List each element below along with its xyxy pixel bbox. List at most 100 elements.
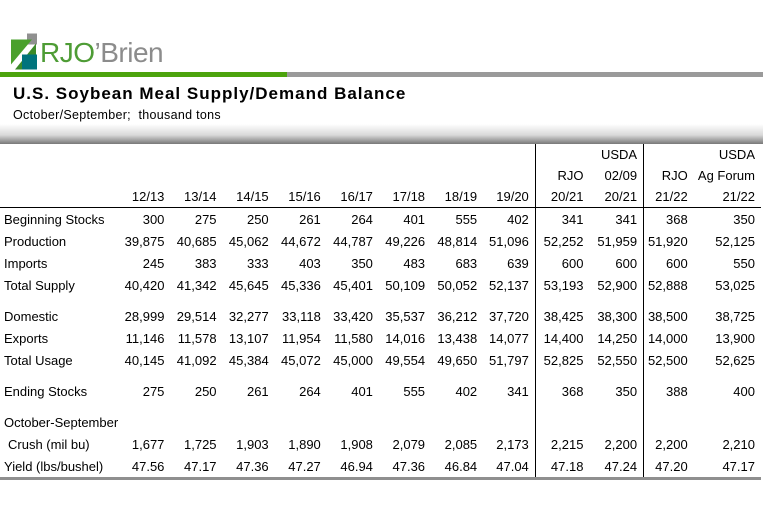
value-cell: 38,725 (715, 308, 755, 324)
table-row: Beginning Stocks 300 275 250 261 264 401 555 402… (0, 207, 761, 230)
value-cell: 383 (194, 255, 217, 271)
brand-wordmark-brien: ’Brien (94, 37, 164, 68)
value-cell: 47.17 (722, 458, 755, 474)
value-cell: 52,125 (715, 233, 755, 249)
spacer-cell (694, 371, 761, 380)
spacer-cell (483, 371, 535, 380)
spacer-cell (275, 296, 327, 305)
value-cell (534, 411, 590, 433)
value-cell: 1,908 (340, 436, 373, 452)
value-cell: 341 (507, 383, 529, 399)
value-cell: 33,118 (282, 308, 321, 324)
value-cell: 600 (534, 252, 590, 274)
value-cell: 402 (455, 383, 478, 399)
page-title: U.S. Soybean Meal Supply/Demand Balance (13, 84, 407, 103)
header-cell: 21/22 (693, 186, 761, 208)
spacer-cell (275, 402, 327, 411)
value-cell: 45,336 (281, 277, 321, 293)
spacer-cell (431, 296, 483, 305)
supply-demand-table: USDA USDA RJO 02/09 RJO Ag Forum 12/13 13/14 14/… (0, 144, 761, 480)
value-cell: 44,672 (281, 233, 321, 249)
table-row: Imports 245 383 333 403 350 483 683 639 600 600 600… (0, 252, 761, 274)
header-cell (379, 165, 431, 186)
header-label-cell (0, 144, 118, 165)
value-cell: 51,920 (643, 230, 694, 252)
value-cell: 250 (194, 383, 217, 399)
table-row: Total Usage 40,145 41,092 45,384 45,072 45,00… (0, 349, 761, 371)
value-cell (223, 411, 275, 433)
spacer-row (0, 296, 761, 305)
value-cell: 37,720 (489, 308, 529, 324)
value-cell: 250 (246, 211, 269, 227)
value-cell (170, 411, 222, 433)
brand-wordmark-rjo: RJO (40, 37, 95, 68)
value-cell: 683 (455, 255, 478, 271)
value-cell: 483 (403, 255, 426, 271)
header-cell (275, 144, 327, 165)
header-cell: RJO (643, 165, 694, 186)
header-cell: 02/09 (604, 168, 638, 183)
spacer-cell (170, 296, 222, 305)
value-cell: 2,173 (496, 436, 529, 452)
spacer-row (0, 402, 761, 411)
value-cell: 275 (194, 211, 217, 227)
value-cell: 45,000 (333, 352, 373, 368)
value-cell: 38,425 (534, 305, 590, 327)
header-cell (379, 144, 431, 165)
row-label: Total Usage (4, 352, 73, 368)
value-cell: 401 (351, 383, 373, 399)
value-cell: 13,438 (437, 330, 478, 346)
value-cell: 47.17 (184, 458, 217, 474)
page-subtitle: October/September; thousand tons (13, 108, 221, 122)
spacer-row (0, 371, 761, 380)
row-label: Domestic (4, 308, 59, 324)
value-cell: 49,554 (385, 352, 426, 368)
value-cell: 350 (351, 255, 373, 271)
value-cell: 1,725 (184, 436, 217, 452)
header-cell (170, 144, 222, 165)
header-cell: 13/14 (170, 186, 223, 208)
spacer-cell (534, 296, 590, 305)
value-cell: 29,514 (176, 308, 217, 324)
value-cell: 49,650 (437, 352, 478, 368)
row-label: Total Supply (4, 277, 75, 293)
header-cell: 16/17 (326, 186, 379, 208)
section-row: October-September (0, 411, 761, 433)
value-cell: 35,537 (385, 308, 426, 324)
header-cell: 12/13 (118, 186, 171, 208)
value-cell: 45,645 (228, 277, 269, 293)
value-cell: 38,300 (597, 308, 638, 324)
spacer-cell (534, 371, 590, 380)
brand-wordmark: RJO’Brien (40, 36, 164, 70)
header-cell (431, 165, 483, 186)
value-cell: 2,200 (643, 433, 694, 455)
value-cell: 550 (733, 255, 755, 271)
value-cell: 49,226 (385, 233, 426, 249)
header-cell: 20/21 (534, 186, 590, 208)
value-cell: 13,107 (228, 330, 269, 346)
value-cell: 52,625 (715, 352, 755, 368)
value-cell: 2,079 (392, 436, 426, 452)
value-cell: 48,814 (437, 233, 478, 249)
header-label-cell (0, 186, 119, 208)
row-label: Beginning Stocks (4, 211, 105, 227)
header-cell: USDA (600, 147, 638, 162)
spacer-cell (379, 402, 431, 411)
header-cell (223, 144, 275, 165)
value-cell: 47.36 (392, 458, 426, 474)
header-cell (327, 165, 379, 186)
value-cell: 368 (534, 380, 590, 402)
value-cell: 245 (142, 255, 165, 271)
spacer-cell (118, 371, 170, 380)
header-cell: 15/16 (274, 186, 327, 208)
table-header-row: 12/13 13/14 14/15 15/16 16/17 17/18 18/19 19/20… (0, 186, 761, 208)
value-cell: 41,092 (176, 352, 217, 368)
value-cell: 51,096 (489, 233, 529, 249)
spacer-cell (379, 296, 431, 305)
header-cell: 18/19 (431, 186, 484, 208)
value-cell: 1,903 (236, 436, 269, 452)
value-cell: 52,825 (534, 349, 590, 371)
value-cell (379, 411, 431, 433)
table-header-row: USDA USDA (0, 144, 761, 165)
spacer-cell (170, 371, 222, 380)
